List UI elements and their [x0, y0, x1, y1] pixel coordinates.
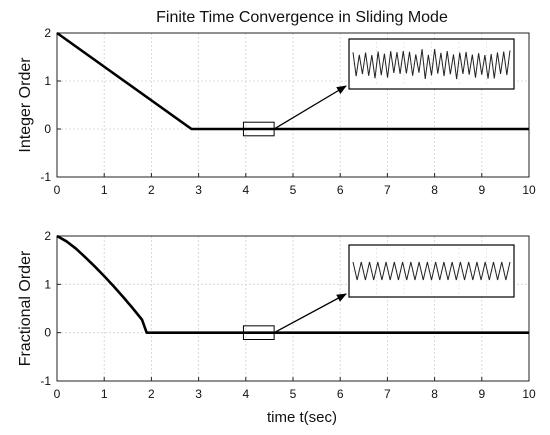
x-tick-label: 4	[242, 387, 249, 401]
zoom-arrow	[273, 293, 347, 334]
x-tick-label: 0	[54, 387, 61, 401]
y-tick-label: 1	[44, 74, 51, 88]
y-tick-label: -1	[40, 170, 51, 184]
x-tick-label: 5	[290, 183, 297, 197]
y-tick-label: 0	[44, 326, 51, 340]
y-tick-label: -1	[40, 374, 51, 388]
zoom-arrow	[273, 85, 347, 130]
y-tick-label: 1	[44, 277, 51, 291]
x-tick-label: 10	[522, 183, 536, 197]
x-tick-label: 8	[431, 183, 438, 197]
x-tick-label: 2	[148, 387, 155, 401]
x-axis-label: time t(sec)	[267, 409, 337, 426]
zoom-region-box	[242, 325, 275, 341]
x-tick-label: 3	[195, 387, 202, 401]
x-tick-label: 1	[101, 183, 108, 197]
y-tick-label: 2	[44, 229, 51, 243]
y-tick-label: 0	[44, 122, 51, 136]
x-tick-label: 6	[337, 183, 344, 197]
y-axis-label: Fractional Order	[17, 250, 34, 366]
y-tick-label: 2	[44, 26, 51, 40]
x-tick-label: 7	[384, 183, 391, 197]
x-tick-label: 9	[478, 183, 485, 197]
x-tick-label: 4	[242, 183, 249, 197]
series-line	[56, 234, 529, 334]
series-line	[56, 31, 529, 131]
x-tick-label: 0	[54, 183, 61, 197]
x-tick-label: 2	[148, 183, 155, 197]
y-axis-label: Integer Order	[17, 57, 34, 153]
x-tick-label: 6	[337, 387, 344, 401]
x-tick-label: 9	[478, 387, 485, 401]
inset-signal-line	[352, 261, 511, 281]
x-tick-label: 1	[101, 387, 108, 401]
figure-title: Finite Time Convergence in Sliding Mode	[156, 9, 448, 26]
x-tick-label: 5	[290, 387, 297, 401]
inset-signal-line	[352, 49, 511, 80]
x-tick-label: 3	[195, 183, 202, 197]
x-tick-label: 10	[522, 387, 536, 401]
x-tick-label: 8	[431, 387, 438, 401]
x-tick-label: 7	[384, 387, 391, 401]
